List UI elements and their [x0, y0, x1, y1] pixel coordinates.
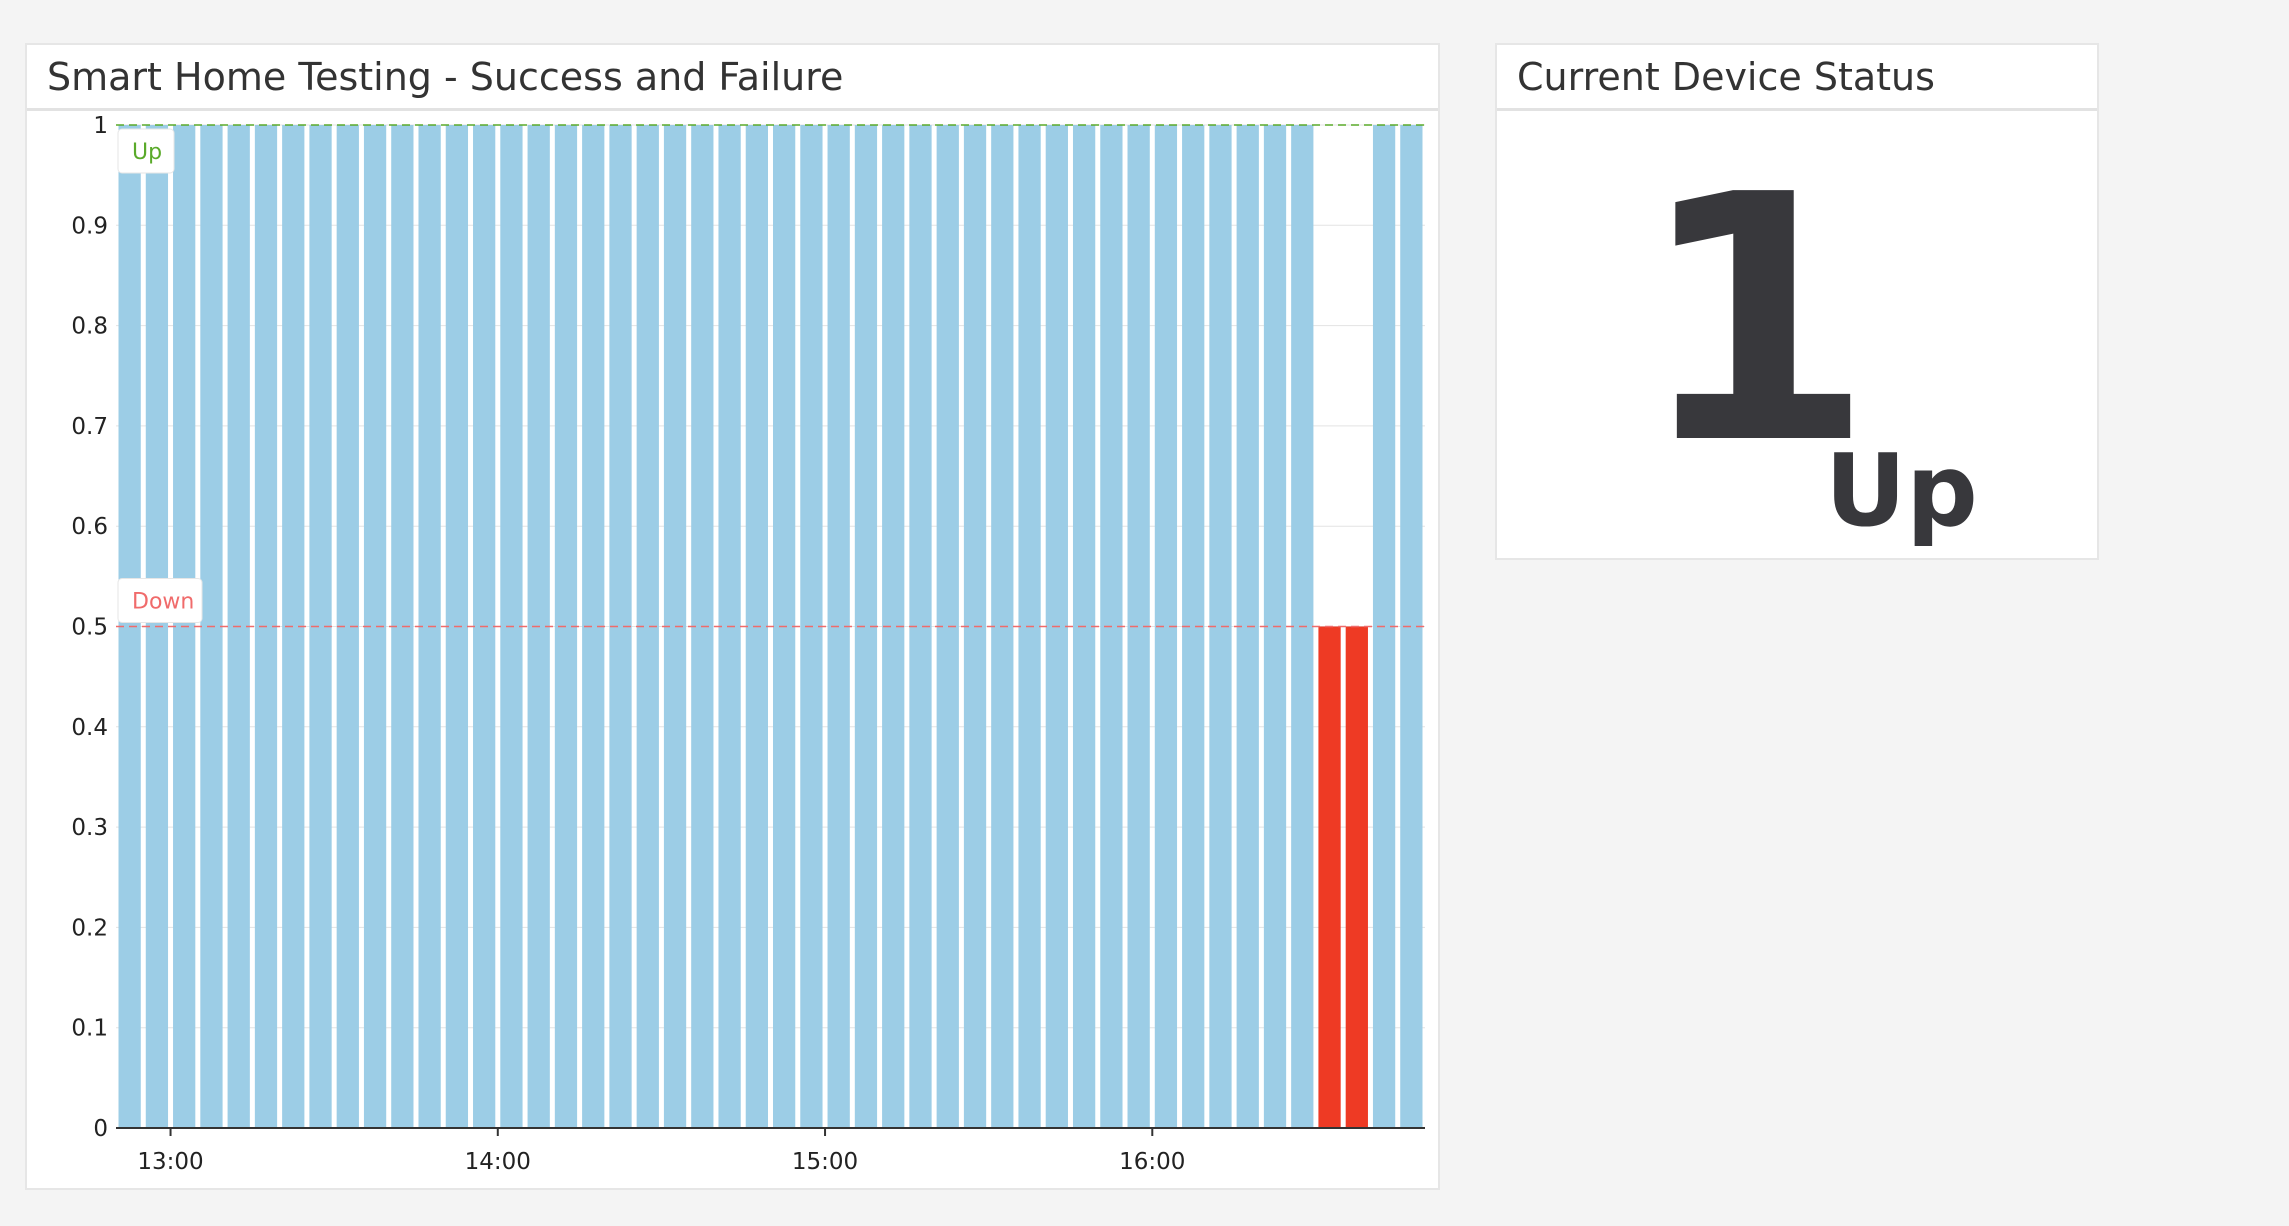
success-bar	[582, 125, 605, 1128]
success-bar	[882, 125, 905, 1128]
success-bar	[636, 125, 659, 1128]
failure-bar	[1318, 626, 1341, 1128]
y-tick-label: 0.9	[71, 213, 108, 239]
success-bar	[936, 125, 959, 1128]
success-bar	[1127, 125, 1150, 1128]
chart-widget-title: Smart Home Testing - Success and Failure	[27, 45, 1438, 111]
x-tick-label: 16:00	[1119, 1149, 1185, 1175]
y-tick-label: 0.3	[71, 815, 108, 841]
status-unit: Up	[1825, 432, 1978, 549]
y-tick-label: 0.6	[71, 514, 108, 540]
success-failure-widget: Smart Home Testing - Success and Failure…	[25, 43, 1440, 1190]
y-tick-label: 0	[93, 1116, 108, 1142]
success-bar	[1400, 125, 1423, 1128]
success-bar	[1154, 125, 1178, 1128]
x-tick-label: 15:00	[792, 1149, 858, 1175]
success-bar	[282, 125, 305, 1128]
success-bar	[909, 125, 932, 1128]
y-tick-label: 0.5	[71, 615, 108, 641]
x-tick-label: 13:00	[137, 1149, 203, 1175]
y-tick-label: 0.1	[71, 1016, 108, 1042]
y-tick-label: 0.7	[71, 414, 108, 440]
marker-label-box	[117, 578, 203, 623]
status-widget-title: Current Device Status	[1497, 45, 2097, 111]
success-bar	[854, 125, 878, 1128]
success-bar	[609, 125, 632, 1128]
success-bar	[363, 125, 387, 1128]
status-body: 1 Up	[1497, 111, 2097, 558]
y-tick-label: 0.8	[71, 314, 108, 340]
success-bar	[336, 125, 359, 1128]
y-tick-label: 0.2	[71, 915, 108, 941]
y-tick-label: 1	[93, 113, 108, 139]
status-value: 1	[1637, 123, 1874, 519]
success-failure-chart: 0 0.1 0.2 0.3 0.4 0.5 0.6 0.7 0.8 0.9 1 Up Down 13:00…	[71, 113, 1425, 1175]
success-bar	[309, 125, 332, 1128]
marker-label-box	[117, 128, 175, 174]
y-tick-label: 0.4	[71, 715, 108, 741]
marker-label-down: Down	[132, 590, 194, 615]
marker-label-up: Up	[132, 140, 162, 165]
success-bar	[1209, 125, 1232, 1128]
success-bar	[1182, 125, 1205, 1128]
failure-bar	[1345, 626, 1368, 1128]
device-status-widget: Current Device Status 1 Up	[1495, 43, 2099, 560]
x-tick-label: 14:00	[465, 1149, 531, 1175]
